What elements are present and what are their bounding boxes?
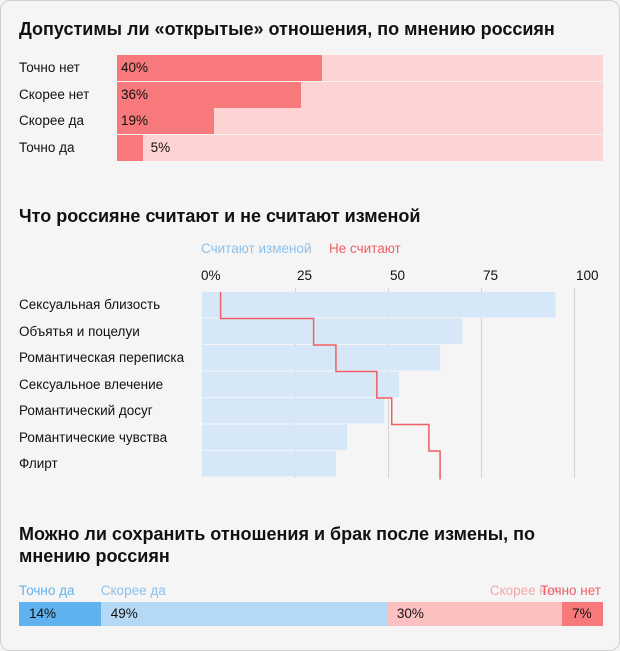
- open-relations-label: Точно да: [19, 139, 75, 155]
- after-cheating-category: Скорее да: [100, 583, 166, 598]
- considered-cheating-bar: [202, 371, 400, 397]
- open-relations-label: Скорее нет: [19, 86, 90, 102]
- gridline: [388, 288, 389, 478]
- open-relations-row: Скорее да 19%: [19, 108, 603, 134]
- after-cheating-category: Скорее нет: [489, 583, 561, 598]
- open-relations-bar: [117, 55, 322, 81]
- open-relations-bar-bg: [117, 134, 603, 161]
- open-relations-row: Скорее нет 36%: [19, 81, 603, 108]
- considered-cheating-bar: [202, 318, 463, 344]
- after-cheating-bar: 7%: [562, 602, 603, 626]
- cheating-category-label: Романтические чувства: [19, 429, 168, 445]
- after-cheating-value: 49%: [110, 606, 138, 621]
- considered-cheating-bar: [202, 345, 441, 371]
- after-cheating-value: 7%: [572, 606, 592, 621]
- cheating-category-label: Объятья и поцелуи: [19, 323, 140, 339]
- open-relations-value: 40%: [121, 60, 149, 75]
- open-relations-bar: [117, 108, 215, 134]
- after-cheating-category: Точно нет: [540, 583, 601, 598]
- open-relations-bar: [117, 134, 143, 161]
- after-cheating-title: Можно ли сохранить отношения и брак посл…: [19, 524, 536, 566]
- axis-tick-label: 100: [576, 268, 599, 283]
- after-cheating-bar: 14%: [19, 602, 101, 626]
- considered-cheating-bar: [202, 451, 336, 477]
- open-relations-value: 19%: [121, 113, 149, 128]
- cheating-category-label: Романтический досуг: [19, 403, 153, 418]
- cheating-category-label: Романтическая переписка: [19, 350, 185, 365]
- considered-cheating-bar: [202, 424, 348, 450]
- open-relations-row: Точно да 5%: [19, 134, 603, 161]
- legend-not-considered: Не считают: [329, 241, 401, 256]
- cheating-category-label: Флирт: [19, 456, 58, 471]
- legend-considered-cheating: Считают изменой: [201, 241, 312, 256]
- open-relations-value: 36%: [121, 86, 149, 102]
- cheating-category-label: Сексуальная близость: [19, 297, 161, 312]
- axis-tick-label: 0%: [201, 268, 221, 283]
- open-relations-label: Скорее да: [19, 113, 84, 128]
- considered-cheating-bar: [202, 398, 385, 424]
- cheating-title: Что россияне считают и не считают измено…: [19, 206, 421, 226]
- after-cheating-category: Точно да: [19, 583, 75, 598]
- axis-tick-label: 25: [297, 268, 313, 283]
- after-cheating-bar: 49%: [100, 602, 387, 626]
- open-relations-row: Точно нет 40%: [19, 55, 603, 81]
- gridline: [295, 288, 296, 478]
- axis-tick-label: 75: [483, 268, 499, 283]
- cheating-category-label: Сексуальное влечение: [19, 376, 164, 392]
- gridline: [481, 288, 482, 478]
- open-relations-value: 5%: [150, 139, 171, 155]
- after-cheating-value: 14%: [29, 606, 57, 621]
- axis-tick-label: 50: [390, 268, 406, 283]
- open-relations-label: Точно нет: [19, 60, 80, 75]
- gridline: [574, 288, 575, 478]
- after-cheating-bar: 30%: [386, 602, 563, 626]
- open-relations-title: Допустимы ли «открытые» отношения, по мн…: [19, 19, 555, 39]
- after-cheating-value: 30%: [396, 606, 424, 621]
- considered-cheating-bar: [202, 292, 556, 318]
- open-relations-bar: [117, 81, 302, 108]
- not-considered-line: [219, 292, 441, 480]
